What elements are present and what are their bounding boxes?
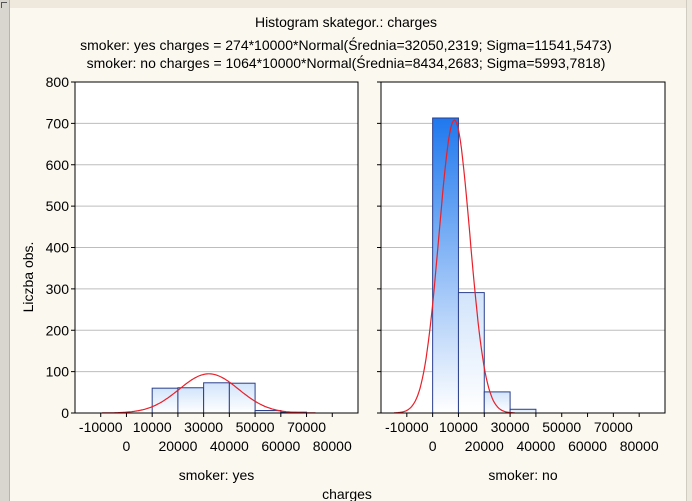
window-right-edge[interactable] — [686, 0, 692, 501]
x-tick-label: 50000 — [236, 419, 275, 435]
y-tick-label: 400 — [46, 240, 70, 256]
y-tick-label: 300 — [46, 281, 70, 297]
window-left-edge[interactable] — [0, 0, 10, 501]
y-tick-label: 200 — [46, 322, 70, 338]
y-tick-label: 0 — [61, 405, 69, 421]
x-tick-label: 20000 — [465, 438, 504, 454]
y-tick-label: 600 — [46, 157, 70, 173]
y-axis-label: Liczba obs. — [20, 242, 36, 313]
x-tick-label: 10000 — [439, 419, 478, 435]
x-tick-label: 60000 — [261, 438, 300, 454]
corner-marker-icon — [1, 2, 7, 8]
histogram-bar[interactable] — [203, 382, 230, 414]
y-tick-label: 800 — [46, 74, 70, 90]
x-tick-label: 70000 — [594, 419, 633, 435]
x-tick-label: 0 — [429, 438, 437, 454]
chart-title: Histogram skategor.: charges — [254, 14, 438, 30]
x-tick-label: 80000 — [313, 438, 352, 454]
x-tick-label: 10000 — [133, 419, 172, 435]
x-tick-label: 0 — [123, 438, 131, 454]
y-tick-label: 500 — [46, 198, 70, 214]
x-tick-label: 30000 — [184, 419, 223, 435]
window-top-edge — [0, 0, 692, 8]
x-tick-label: -10000 — [79, 419, 123, 435]
x-axis-label: charges — [322, 486, 372, 501]
x-tick-label: 20000 — [158, 438, 197, 454]
y-tick-label: 100 — [46, 364, 70, 380]
x-tick-label: 40000 — [210, 438, 249, 454]
x-tick-label: 50000 — [542, 419, 581, 435]
panel-category-label: smoker: no — [488, 467, 557, 483]
histogram-bar[interactable] — [483, 391, 511, 414]
normal-fit-curve — [102, 373, 316, 414]
x-tick-label: 40000 — [516, 438, 555, 454]
x-tick-label: 70000 — [287, 419, 326, 435]
x-tick-label: -10000 — [385, 419, 429, 435]
x-tick-label: 60000 — [568, 438, 607, 454]
y-tick-label: 700 — [46, 115, 70, 131]
histogram-bar[interactable] — [151, 387, 179, 414]
histogram-bar[interactable] — [457, 292, 485, 414]
histogram-bar[interactable] — [177, 387, 205, 414]
chart-subtitle-yes: smoker: yes charges = 274*10000*Normal(Ś… — [80, 37, 612, 53]
panel-category-label: smoker: yes — [179, 467, 254, 483]
normal-fit-curve — [393, 119, 515, 414]
chart-subtitle-no: smoker: no charges = 1064*10000*Normal(Ś… — [86, 55, 606, 71]
x-tick-label: 30000 — [491, 419, 530, 435]
x-tick-label: 80000 — [620, 438, 659, 454]
